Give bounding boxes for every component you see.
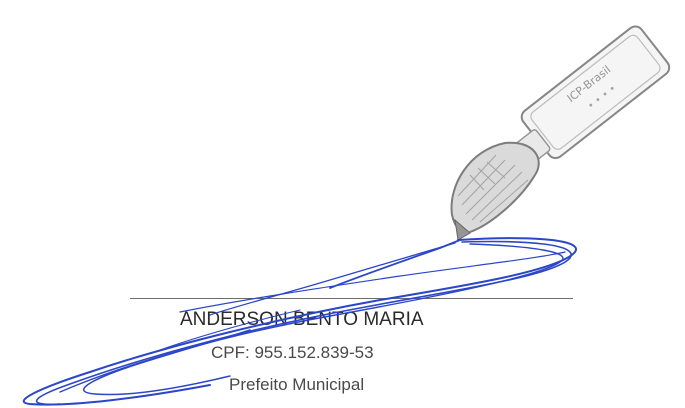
signatory-cpf: CPF: 955.152.839-53 — [211, 343, 374, 362]
digital-pen-icon: ICP-Brasil • • • • — [450, 25, 671, 241]
svg-text:ICP-Brasil: ICP-Brasil — [565, 63, 614, 105]
signatory-role: Prefeito Municipal — [229, 375, 365, 394]
signatory-name: ANDERSON BENTO MARIA — [180, 309, 424, 330]
svg-text:• • • •: • • • • — [586, 83, 619, 112]
signature-line — [130, 298, 573, 299]
